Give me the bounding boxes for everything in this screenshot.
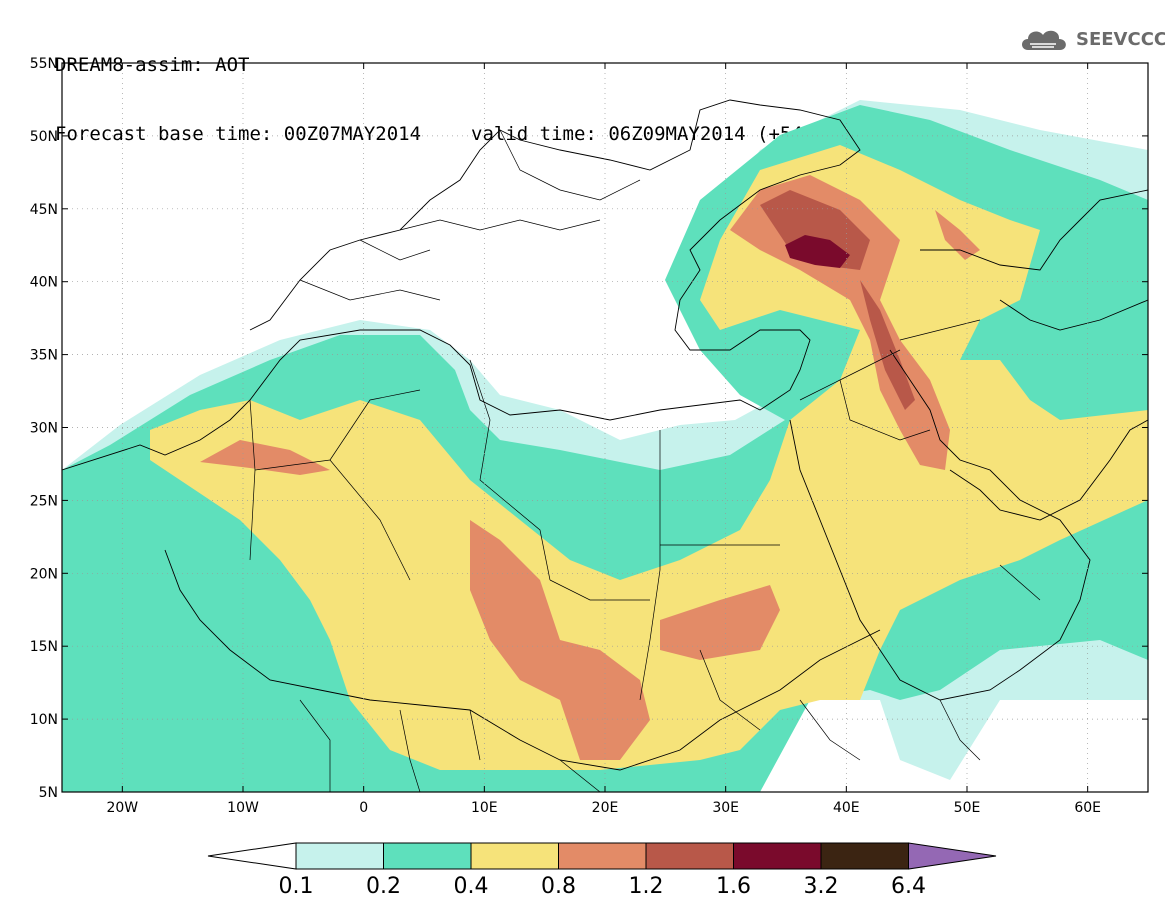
longitude-ticks: 20W 10W 0 10E 20E 30E 40E 50E 60E (106, 63, 1101, 816)
lat-label: 40N (30, 275, 58, 291)
logo-text: SEEVCCC (1076, 28, 1165, 50)
lat-label: 35N (30, 348, 58, 364)
colorbar-label: 0.2 (366, 874, 401, 899)
colorbar-label: 0.4 (454, 874, 489, 899)
colorbar-swatch (820, 842, 909, 870)
colorbar-label: 0.1 (279, 874, 314, 899)
lat-label: 30N (30, 421, 58, 437)
map-header: DREAM8-assim: AOT Forecast base time: 00… (55, 8, 814, 169)
lat-label: 55N (30, 56, 58, 72)
lon-label: 10E (471, 800, 498, 816)
lat-label: 45N (30, 202, 58, 218)
time-line: Forecast base time: 00Z07MAY2014 valid ti… (55, 123, 814, 146)
aot-contour-0-4 (150, 145, 1148, 770)
aot-field (62, 63, 1148, 792)
lon-label: 60E (1074, 800, 1101, 816)
latitude-ticks: 55N 50N 45N 40N 35N 30N 25N 20N 15N 10N 5N (30, 56, 1148, 801)
country-borders (249, 129, 1041, 792)
colorbar-max-arrow (908, 842, 997, 870)
colorbar-label: 1.2 (629, 874, 664, 899)
colorbar-min-arrow (207, 842, 297, 870)
aot-contour-0-8 (200, 175, 980, 760)
colorbar-swatch (733, 842, 822, 870)
aot-colorbar: 0.1 0.2 0.4 0.8 1.2 1.6 3.2 6.4 (207, 842, 997, 899)
lat-lon-grid (62, 63, 1148, 792)
coastlines (62, 99, 1148, 771)
cloud-icon (1022, 30, 1066, 50)
lat-label: 50N (30, 129, 58, 145)
colorbar-swatch (383, 842, 472, 870)
colorbar-label: 1.6 (716, 874, 751, 899)
aot-contour-1-6 (785, 235, 850, 268)
colorbar-label: 3.2 (804, 874, 839, 899)
lon-label: 20W (106, 800, 138, 816)
lon-label: 50E (954, 800, 981, 816)
colorbar-label: 6.4 (891, 874, 926, 899)
lat-label: 10N (30, 712, 58, 728)
lat-label: 20N (30, 566, 58, 582)
lat-label: 15N (30, 639, 58, 655)
lon-label: 10W (227, 800, 259, 816)
colorbar-swatch (558, 842, 647, 870)
lon-label: 30E (712, 800, 739, 816)
colorbar-swatch (470, 842, 559, 870)
lat-label: 25N (30, 493, 58, 509)
colorbar-label: 0.8 (541, 874, 576, 899)
seevccc-logo: SEEVCCC (1018, 24, 1165, 54)
model-title: DREAM8-assim: AOT (55, 54, 250, 76)
colorbar-swatch (295, 842, 384, 870)
lon-label: 0 (359, 800, 368, 816)
lon-label: 20E (592, 800, 619, 816)
lon-label: 40E (833, 800, 860, 816)
colorbar-swatch (645, 842, 734, 870)
lat-label: 5N (39, 785, 58, 801)
base-time: Forecast base time: 00Z07MAY2014 (55, 123, 422, 145)
